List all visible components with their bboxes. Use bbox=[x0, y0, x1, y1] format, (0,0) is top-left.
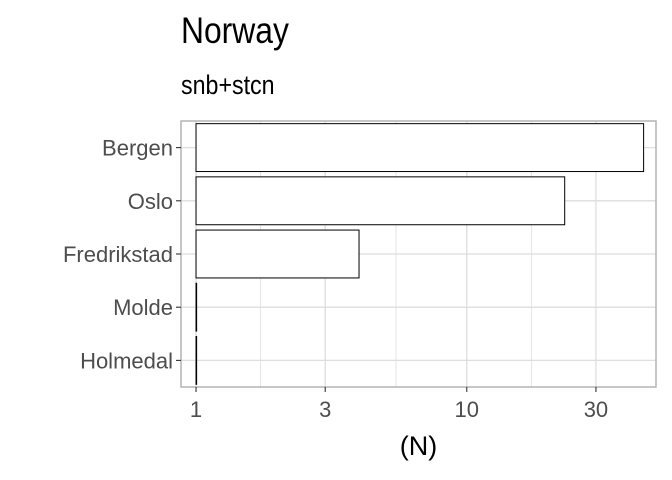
chart-title: Norway bbox=[181, 10, 289, 51]
y-tick-label: Molde bbox=[113, 295, 173, 320]
x-tick-label: 10 bbox=[455, 397, 479, 422]
bar-oslo bbox=[195, 176, 566, 226]
y-tick-label: Holmedal bbox=[80, 348, 173, 373]
x-tick-label: 1 bbox=[190, 397, 202, 422]
x-axis-title: (N) bbox=[400, 431, 437, 461]
bar-holmedal bbox=[195, 335, 198, 385]
bar-molde bbox=[195, 282, 198, 332]
bar-fredrikstad bbox=[195, 229, 360, 279]
bar-bergen bbox=[195, 123, 645, 173]
x-tick-label: 30 bbox=[584, 397, 608, 422]
x-tick-label: 3 bbox=[319, 397, 331, 422]
y-tick-label: Bergen bbox=[102, 136, 173, 161]
y-tick-label: Oslo bbox=[128, 189, 173, 214]
chart-subtitle: snb+stcn bbox=[181, 70, 275, 100]
y-tick-label: Fredrikstad bbox=[63, 242, 173, 267]
